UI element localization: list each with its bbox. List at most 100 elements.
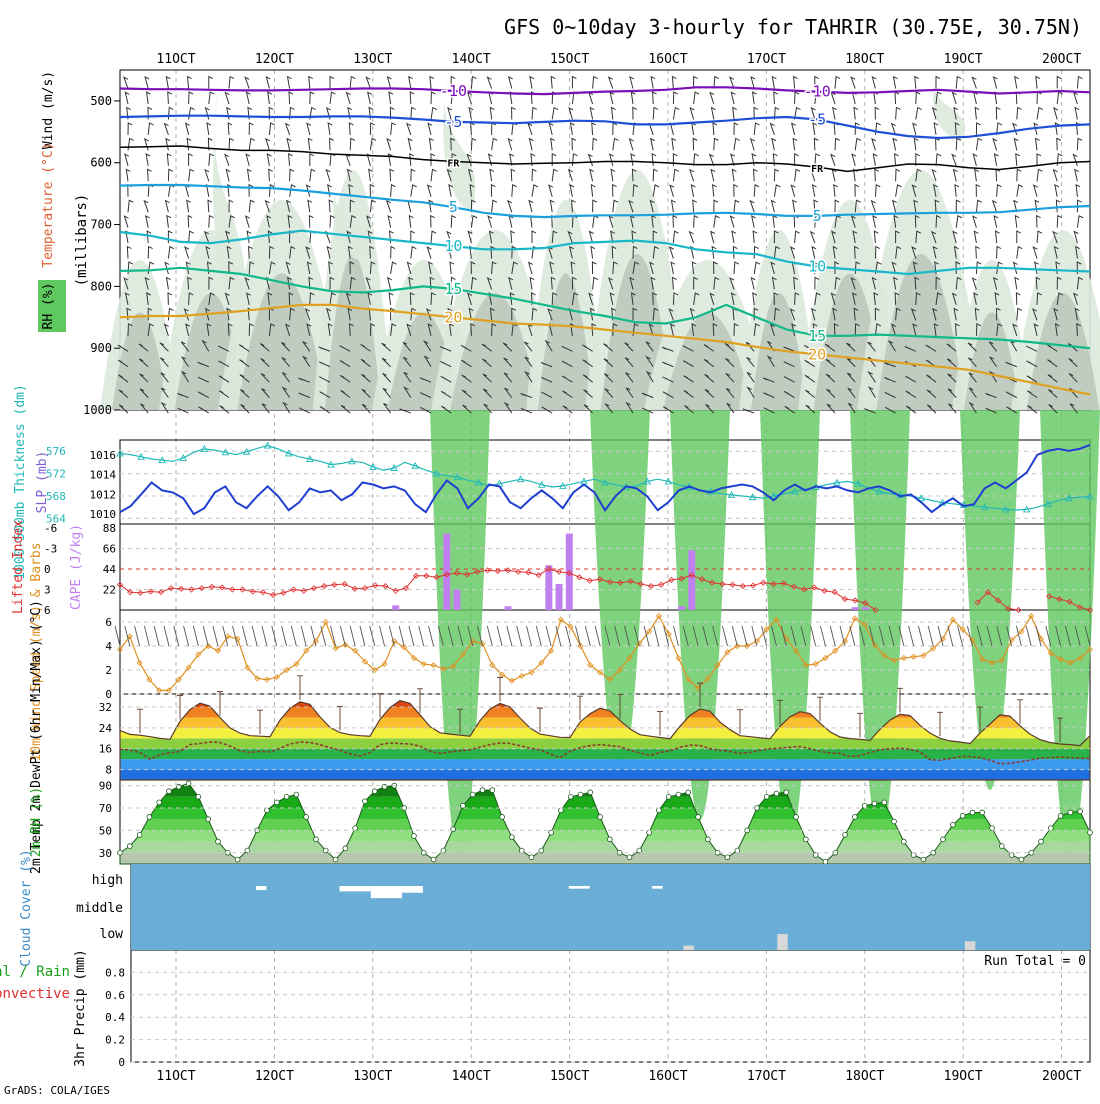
wind-barb [1016, 106, 1022, 120]
wind-barb [205, 245, 211, 259]
wind-barb [308, 214, 314, 228]
wind-barb [746, 372, 755, 383]
wind-barb [814, 75, 820, 89]
wind-barb [124, 153, 130, 166]
wind-barb [995, 168, 1001, 182]
wind-barb [369, 245, 374, 259]
wind-barb [692, 137, 698, 151]
rh-legend-label: RH (%) [41, 283, 56, 330]
lifted-index-point [392, 587, 399, 594]
wind-barb [166, 214, 172, 228]
wind-barb [346, 230, 352, 244]
wind-barb [850, 215, 856, 228]
wind-barb [387, 214, 393, 228]
wind-barb [854, 199, 861, 213]
wind-barb [508, 276, 514, 290]
temp-minmax-bar [937, 711, 943, 737]
wind-barb [470, 276, 477, 290]
wind-barb [745, 341, 755, 352]
thickness-point [769, 492, 778, 499]
wind-barb [1076, 276, 1083, 290]
wind-barb [773, 245, 781, 259]
rh-point [1038, 838, 1044, 845]
wind-barb [1056, 276, 1062, 290]
wind-barb [188, 153, 193, 166]
wind-barb [124, 292, 130, 306]
rh-point [313, 836, 319, 843]
wind-barb [345, 91, 351, 105]
wind-barb [328, 199, 334, 213]
rh-point [332, 856, 339, 863]
temp-minmax-bar [497, 676, 503, 702]
wind-barb [1069, 403, 1078, 414]
wind-barb [693, 276, 699, 290]
wind-barb [386, 276, 392, 290]
wind-barb [561, 375, 573, 383]
wind-barb [184, 246, 190, 259]
rh-70-area [450, 293, 540, 410]
wind-barb [895, 245, 902, 259]
wind-barb [204, 168, 210, 182]
wind-barb [693, 153, 699, 166]
wind-barb [369, 183, 375, 197]
lifted-index-point [351, 585, 358, 592]
rh-point [440, 847, 447, 854]
lifted-index-point [137, 589, 144, 596]
wind-barb [511, 307, 517, 321]
rh-70-area [751, 293, 807, 410]
rh-tick-label: 70 [99, 802, 112, 815]
wind-barb [144, 276, 150, 290]
wind-speed-point [528, 669, 535, 676]
wind-barb [163, 122, 169, 136]
wind-barb [562, 390, 573, 399]
temp-axis-label: 2m Temp 2m DewPt (6hr Min/Max) (°C) [29, 600, 44, 874]
wind-barb [440, 375, 452, 383]
wind-barb [531, 168, 537, 182]
wind-barb [704, 389, 715, 399]
cape-bar [565, 533, 573, 610]
wind-barb [122, 76, 129, 89]
cape-bar [504, 606, 512, 610]
lifted-index-point [586, 577, 593, 584]
wind-barb [388, 230, 394, 244]
wind-barb [390, 261, 397, 275]
wind-barb [971, 277, 977, 290]
wind-barb [430, 230, 437, 244]
date-tick-label-top: 20OCT [1042, 52, 1081, 67]
wind-barb [953, 245, 959, 259]
temp-tick-label: 32 [99, 701, 112, 714]
wind-barb [360, 343, 371, 352]
rh-point [489, 787, 496, 793]
thickness-point [348, 457, 356, 465]
wind-barb [147, 106, 153, 120]
wind-barb [652, 230, 658, 244]
isotherm-label: 10 [808, 258, 826, 276]
temp-band [120, 700, 1090, 708]
lifted-index-point [147, 588, 154, 595]
wind-barb [783, 346, 795, 352]
wind-barb [1054, 122, 1060, 135]
wind-barb [645, 370, 654, 383]
surface-wind-barb [820, 625, 826, 647]
lifted-index-point [219, 584, 226, 591]
thickness-point [1065, 494, 1073, 502]
wind-barb [428, 137, 434, 151]
wind-barb [996, 307, 1001, 321]
wind-barb [854, 122, 860, 135]
wind-barb [571, 137, 577, 151]
wind-barb [228, 214, 235, 228]
wind-barb [728, 76, 735, 89]
wind-barb [713, 214, 720, 228]
wind-barb [301, 355, 311, 367]
wind-barb [725, 372, 735, 383]
wind-barb [183, 308, 190, 321]
wind-barb [551, 106, 559, 120]
surface-wind-barb [457, 625, 464, 647]
wind-barb [1056, 292, 1064, 305]
surface-wind-barb [153, 625, 160, 647]
wind-barb [503, 357, 513, 368]
thickness-axis-label: 1000-500mb Thickness (dm) [13, 384, 28, 580]
wind-barb [123, 277, 129, 290]
isotherm-label: -10 [804, 83, 831, 101]
surface-wind-barb [310, 625, 317, 647]
